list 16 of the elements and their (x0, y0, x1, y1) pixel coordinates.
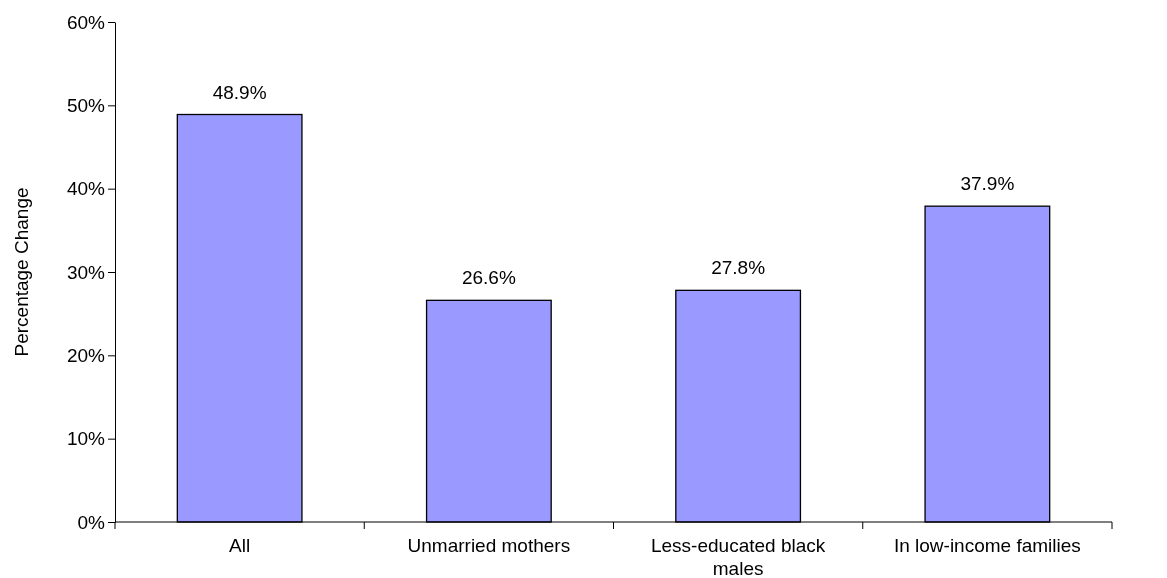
y-axis-title: Percentage Change (11, 187, 32, 357)
x-tick-label: All (229, 535, 251, 556)
data-label: 48.9% (212, 81, 267, 103)
x-tick-label: In low-income families (893, 535, 1081, 556)
y-tick-label: 40% (66, 178, 106, 200)
y-tick-label: 50% (66, 94, 106, 116)
y-tick-label: 30% (66, 261, 106, 283)
x-tick-label: Unmarried mothers (407, 535, 571, 556)
y-tick-label: 0% (77, 511, 106, 533)
data-label: 37.9% (960, 173, 1015, 195)
y-tick-label: 60% (66, 11, 106, 33)
data-label: 26.6% (461, 267, 516, 289)
data-label: 27.8% (711, 257, 766, 279)
x-tick-label: Less-educated black males (650, 535, 826, 578)
y-tick-label: 10% (66, 428, 106, 450)
y-tick-label: 20% (66, 344, 106, 366)
